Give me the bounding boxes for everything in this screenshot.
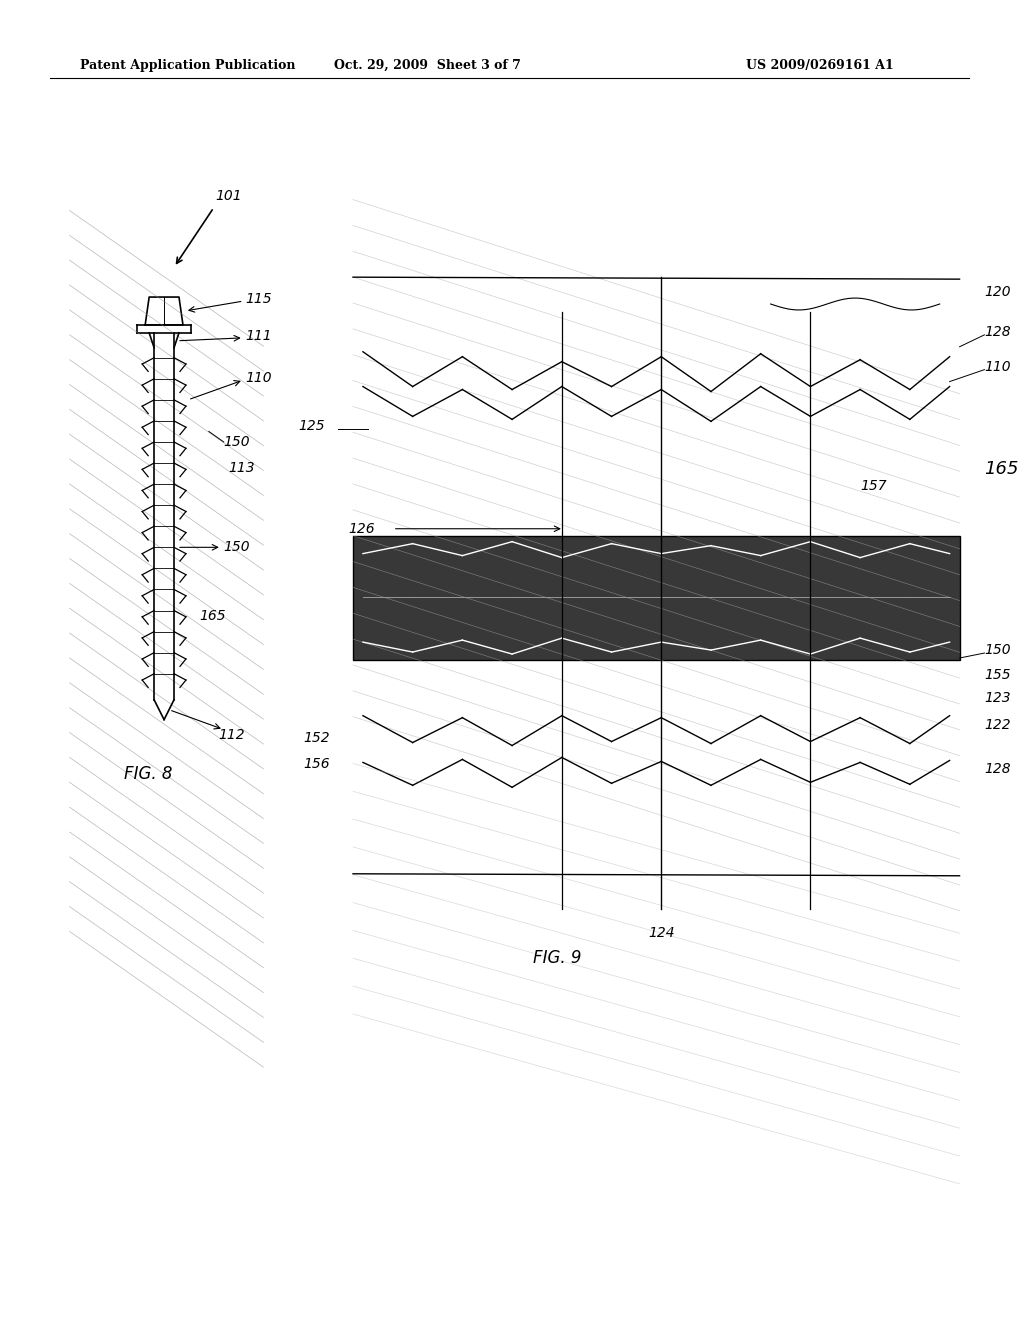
Text: US 2009/0269161 A1: US 2009/0269161 A1: [745, 59, 894, 71]
Text: 120: 120: [984, 285, 1011, 300]
Text: 155: 155: [984, 668, 1011, 682]
Text: 128: 128: [984, 325, 1011, 339]
Text: 115: 115: [246, 292, 272, 306]
Text: 128: 128: [984, 763, 1011, 776]
Text: 156: 156: [303, 758, 330, 771]
Bar: [353, 536, 959, 660]
Text: 126: 126: [348, 521, 375, 536]
Text: 150: 150: [223, 540, 250, 554]
Text: Oct. 29, 2009  Sheet 3 of 7: Oct. 29, 2009 Sheet 3 of 7: [334, 59, 521, 71]
Text: 110: 110: [246, 371, 272, 385]
Text: 110: 110: [984, 359, 1011, 374]
Text: 125: 125: [298, 420, 325, 433]
Text: 112: 112: [219, 727, 246, 742]
Text: 122: 122: [984, 718, 1011, 731]
Text: 150: 150: [223, 436, 250, 449]
Text: 152: 152: [303, 730, 330, 744]
Text: 157: 157: [860, 479, 887, 492]
Text: 113: 113: [228, 461, 255, 475]
Text: 165: 165: [199, 609, 225, 623]
Text: 123: 123: [984, 690, 1011, 705]
Text: FIG. 8: FIG. 8: [124, 766, 173, 783]
Text: FIG. 9: FIG. 9: [532, 949, 581, 968]
Text: 165: 165: [984, 461, 1019, 478]
Text: 101: 101: [216, 189, 243, 202]
Text: 124: 124: [648, 927, 675, 940]
Text: 150: 150: [984, 643, 1011, 657]
Text: Patent Application Publication: Patent Application Publication: [80, 59, 295, 71]
Text: 111: 111: [246, 329, 272, 343]
